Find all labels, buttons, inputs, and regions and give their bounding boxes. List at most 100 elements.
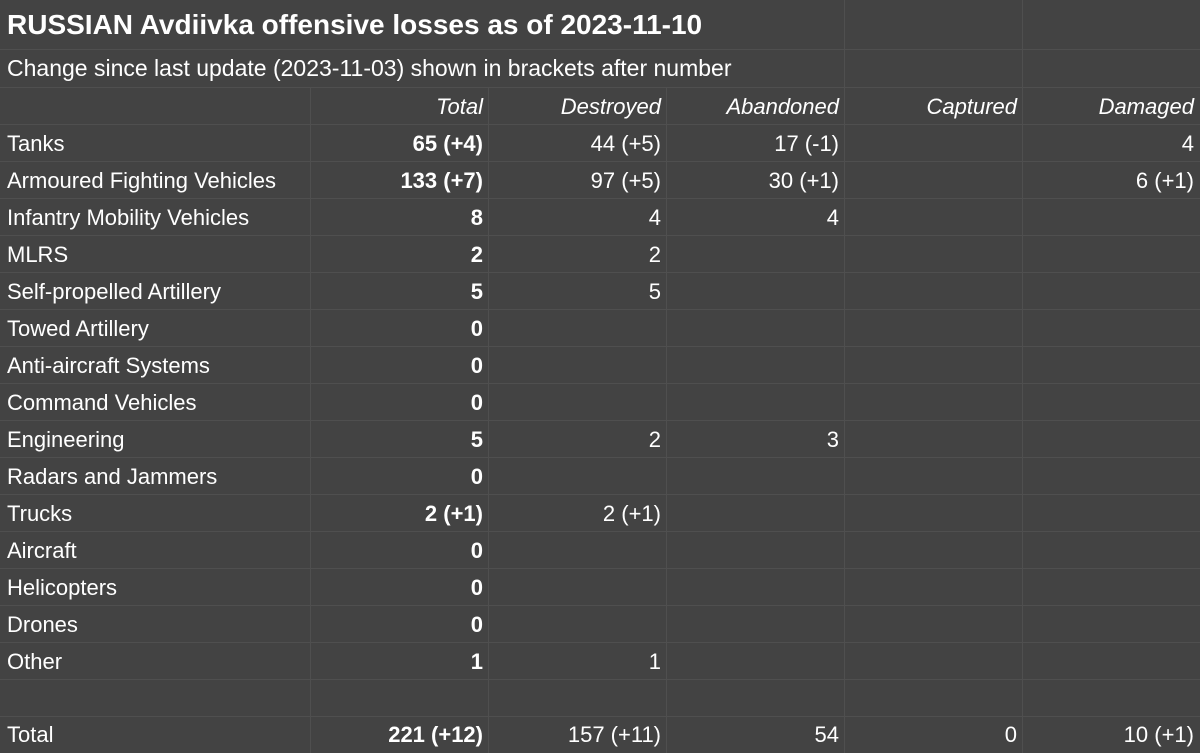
cell-damaged xyxy=(1023,569,1194,606)
cell-total: 65 (+4) xyxy=(412,131,483,156)
table-row: Towed Artillery 0 xyxy=(0,310,1200,347)
cell-total: 5 xyxy=(470,279,483,304)
cell-total: 1 xyxy=(470,649,483,674)
grid-row-line xyxy=(0,309,1200,310)
grid-row-line xyxy=(0,235,1200,236)
cell-captured xyxy=(845,347,1017,384)
cell-label: MLRS xyxy=(7,242,69,267)
cell-damaged xyxy=(1023,310,1194,347)
table-row: Infantry Mobility Vehicles 8 4 4 xyxy=(0,199,1200,236)
cell-captured xyxy=(845,532,1017,569)
cell-destroyed xyxy=(489,458,661,495)
cell-abandoned xyxy=(667,458,839,495)
cell-label: Trucks xyxy=(7,501,73,526)
table-row: Aircraft 0 xyxy=(0,532,1200,569)
cell-captured xyxy=(845,643,1017,680)
cell-captured xyxy=(845,569,1017,606)
totals-damaged: 10 (+1) xyxy=(1123,722,1194,747)
cell-total: 133 (+7) xyxy=(400,168,483,193)
table-row: Command Vehicles 0 xyxy=(0,384,1200,421)
cell-abandoned: 4 xyxy=(826,205,839,230)
grid-row-line xyxy=(0,161,1200,162)
cell-destroyed xyxy=(489,606,661,643)
cell-total: 0 xyxy=(470,390,483,415)
cell-total: 0 xyxy=(470,316,483,341)
cell-destroyed: 44 (+5) xyxy=(590,131,661,156)
grid-row-line xyxy=(0,457,1200,458)
cell-damaged xyxy=(1023,532,1194,569)
totals-total: 221 (+12) xyxy=(388,722,483,747)
grid-row-line xyxy=(0,346,1200,347)
grid-row-line xyxy=(0,49,1200,50)
cell-abandoned: 30 (+1) xyxy=(768,168,839,193)
grid-row-line xyxy=(0,124,1200,125)
cell-captured xyxy=(845,458,1017,495)
cell-label: Armoured Fighting Vehicles xyxy=(7,168,277,193)
cell-captured xyxy=(845,162,1017,199)
cell-label: Helicopters xyxy=(7,575,118,600)
cell-destroyed: 97 (+5) xyxy=(590,168,661,193)
cell-total: 0 xyxy=(470,575,483,600)
grid-row-line xyxy=(0,198,1200,199)
cell-damaged xyxy=(1023,199,1194,236)
cell-label: Tanks xyxy=(7,131,65,156)
grid-row-line xyxy=(0,642,1200,643)
grid-row-line xyxy=(0,605,1200,606)
cell-destroyed: 4 xyxy=(648,205,661,230)
table-row: Armoured Fighting Vehicles 133 (+7) 97 (+5… xyxy=(0,162,1200,199)
cell-captured xyxy=(845,199,1017,236)
cell-label: Other xyxy=(7,649,63,674)
cell-abandoned xyxy=(667,643,839,680)
grid-row-line xyxy=(0,531,1200,532)
cell-total: 0 xyxy=(470,612,483,637)
totals-abandoned: 54 xyxy=(814,722,839,747)
cell-destroyed: 1 xyxy=(648,649,661,674)
cell-label: Self-propelled Artillery xyxy=(7,279,221,304)
grid-row-line xyxy=(0,679,1200,680)
cell-destroyed xyxy=(489,532,661,569)
cell-captured xyxy=(845,273,1017,310)
cell-abandoned xyxy=(667,532,839,569)
cell-abandoned xyxy=(667,495,839,532)
cell-damaged xyxy=(1023,347,1194,384)
cell-destroyed: 2 (+1) xyxy=(602,501,661,526)
cell-abandoned xyxy=(667,347,839,384)
cell-label: Engineering xyxy=(7,427,125,452)
cell-label: Infantry Mobility Vehicles xyxy=(7,205,250,230)
grid-row-line xyxy=(0,87,1200,88)
table-row: Radars and Jammers 0 xyxy=(0,458,1200,495)
totals-destroyed: 157 (+11) xyxy=(567,722,661,747)
cell-label: Anti-aircraft Systems xyxy=(7,353,210,378)
grid-row-line xyxy=(0,420,1200,421)
cell-destroyed xyxy=(489,310,661,347)
table-row: Drones 0 xyxy=(0,606,1200,643)
cell-destroyed: 5 xyxy=(648,279,661,304)
cell-total: 0 xyxy=(470,464,483,489)
table-row: Anti-aircraft Systems 0 xyxy=(0,347,1200,384)
cell-total: 0 xyxy=(470,353,483,378)
cell-damaged xyxy=(1023,643,1194,680)
grid-row-line xyxy=(0,568,1200,569)
cell-damaged xyxy=(1023,606,1194,643)
table-row: Engineering 5 2 3 xyxy=(0,421,1200,458)
header-row: Total Destroyed Abandoned Captured Damag… xyxy=(0,88,1200,125)
cell-abandoned xyxy=(667,236,839,273)
header-captured: Captured xyxy=(926,94,1017,119)
cell-damaged xyxy=(1023,273,1194,310)
cell-abandoned xyxy=(667,310,839,347)
table-row: Helicopters 0 xyxy=(0,569,1200,606)
cell-label: Radars and Jammers xyxy=(7,464,218,489)
grid-column-line xyxy=(1022,0,1023,753)
totals-label: Total xyxy=(7,722,54,747)
cell-captured xyxy=(845,495,1017,532)
cell-damaged xyxy=(1023,421,1194,458)
header-abandoned: Abandoned xyxy=(726,94,839,119)
table-row: Trucks 2 (+1) 2 (+1) xyxy=(0,495,1200,532)
grid-column-line xyxy=(844,0,845,753)
cell-destroyed xyxy=(489,569,661,606)
cell-total: 2 xyxy=(470,242,483,267)
table-row: Tanks 65 (+4) 44 (+5) 17 (-1) 4 xyxy=(0,125,1200,162)
header-destroyed: Destroyed xyxy=(560,94,661,119)
cell-captured xyxy=(845,384,1017,421)
cell-label: Aircraft xyxy=(7,538,77,563)
